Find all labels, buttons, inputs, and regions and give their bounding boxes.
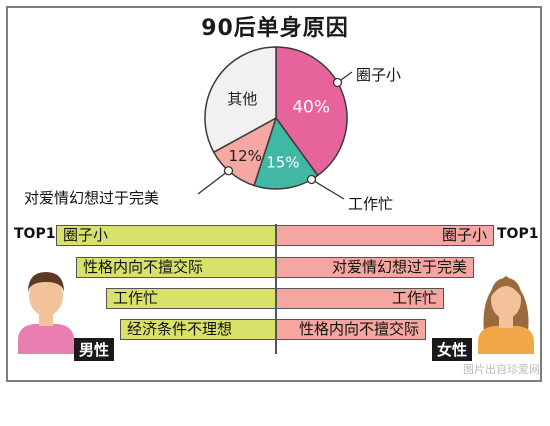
callout-dot-0 [332,77,343,88]
female-rank-1: 圈子小 [276,225,494,246]
male-rank-3: 工作忙 [106,288,276,309]
callout-aiqing: 对爱情幻想过于完美 [24,189,160,207]
callout-gongzuomang: 工作忙 [348,195,394,213]
top1-label-right: TOP1 [497,226,539,242]
callout-line-2 [197,170,229,195]
male-rank-2: 性格内向不擅交际 [76,257,276,278]
center-divider [275,224,277,354]
female-avatar-icon [478,276,534,354]
female-rank-3: 工作忙 [276,288,444,309]
callout-dot-2 [223,166,234,176]
pie-label-0: 40% [292,98,330,118]
male-label: 男性 [74,338,115,361]
pie-slice-0 [275,46,348,177]
callout-line-1 [311,178,345,200]
callout-quanzixiao: 圈子小 [356,66,402,84]
callout-dot-1 [306,174,317,185]
male-rank-4: 经济条件不理想 [120,319,276,340]
female-rank-4: 性格内向不擅交际 [276,319,426,340]
top1-label-left: TOP1 [14,226,56,242]
watermark: 图片出自珍爱网 [463,363,540,376]
pie-label-1: 15% [266,153,299,171]
pie-slice-3 [204,46,277,154]
female-rank-2: 对爱情幻想过于完美 [276,257,474,278]
female-label: 女性 [432,338,473,361]
male-avatar-icon [18,272,74,354]
pie-label-3: 其他 [227,90,257,108]
pie-slice-1 [253,116,319,190]
male-rank-1: 圈子小 [56,225,276,246]
page-title: 90后单身原因 [201,16,349,41]
pie-label-2: 12% [229,147,262,165]
